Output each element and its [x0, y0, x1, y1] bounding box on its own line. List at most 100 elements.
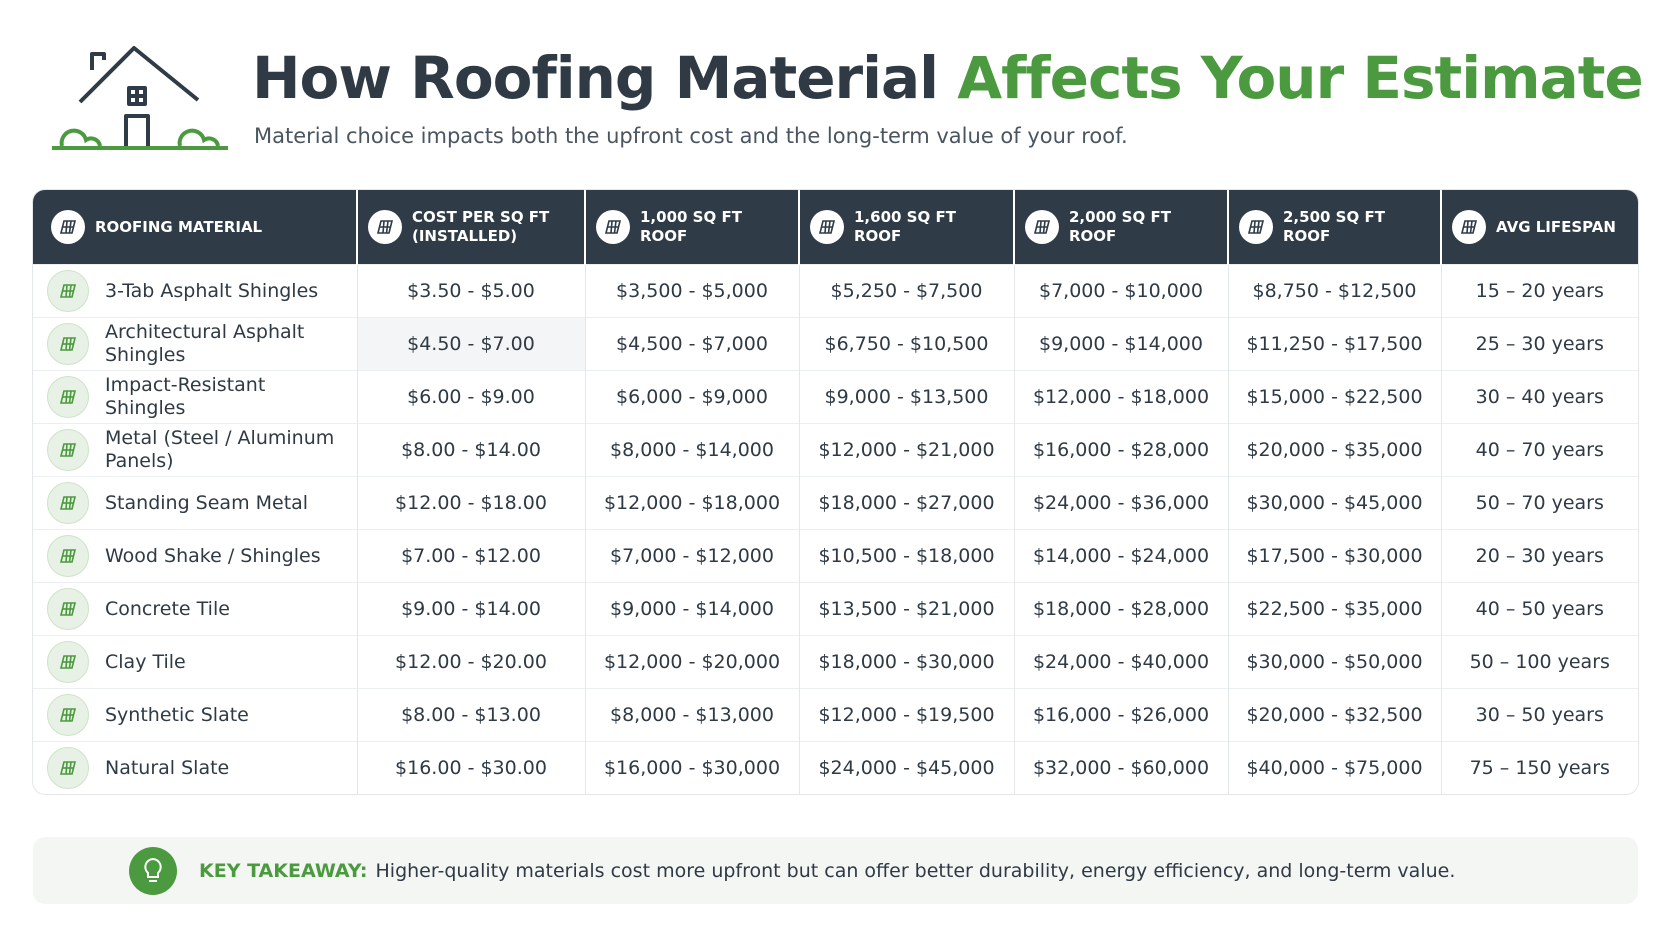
value-cell: 15 – 20 years [1440, 264, 1638, 318]
takeaway-text: Higher-quality materials cost more upfro… [375, 859, 1456, 882]
cell-text: $7.00 - $12.00 [401, 545, 541, 567]
column-header: 2,500 SQ FT ROOF [1227, 190, 1441, 265]
value-cell: $8.00 - $13.00 [356, 688, 585, 742]
cell-text: $16.00 - $30.00 [395, 757, 547, 779]
value-cell: 20 – 30 years [1440, 529, 1638, 583]
value-cell: 40 – 50 years [1440, 582, 1638, 636]
column-header: 1,600 SQ FT ROOF [798, 190, 1014, 265]
header-text: ROOFING MATERIAL [95, 217, 263, 236]
material-name: Clay Tile [105, 650, 186, 673]
header-text: 1,000 SQ FT ROOF [640, 208, 742, 245]
material-icon [47, 694, 89, 736]
cell-text: $8,000 - $14,000 [610, 439, 774, 461]
header-row: ROOFING MATERIAL COST PER SQ FT (INSTALLE… [33, 190, 1638, 265]
header-icon [1239, 210, 1273, 244]
cell-text: $32,000 - $60,000 [1032, 757, 1210, 779]
material-cell: Architectural Asphalt Shingles [33, 317, 357, 371]
value-cell: $9.00 - $14.00 [356, 582, 585, 636]
material: Architectural Asphalt Shingles [47, 321, 351, 367]
value-cell: $3.50 - $5.00 [356, 264, 585, 318]
cell-text: $11,250 - $17,500 [1246, 333, 1423, 355]
material-name: 3-Tab Asphalt Shingles [105, 279, 319, 302]
value-cell: $12,000 - $19,500 [798, 688, 1014, 742]
value-cell: $13,500 - $21,000 [798, 582, 1014, 636]
material-icon [47, 588, 89, 630]
cell-text: 50 – 70 years [1475, 492, 1604, 514]
cell-text: $12,000 - $18,000 [603, 492, 781, 514]
value-cell: $11,250 - $17,500 [1227, 317, 1441, 371]
cell-text: $40,000 - $75,000 [1246, 757, 1423, 779]
cell-text: $17,500 - $30,000 [1246, 545, 1423, 567]
value-cell: $32,000 - $60,000 [1013, 741, 1228, 794]
takeaway-label: KEY TAKEAWAY: [199, 859, 368, 882]
cell-text: $12,000 - $19,500 [818, 704, 995, 726]
cell-text: 20 – 30 years [1475, 545, 1604, 567]
cell-text: $18,000 - $27,000 [818, 492, 995, 514]
table-body: 3-Tab Asphalt Shingles $3.50 - $5.00 $3,50… [33, 264, 1638, 794]
table-row: Wood Shake / Shingles $7.00 - $12.00 $7,00… [33, 529, 1638, 583]
value-cell: $16,000 - $26,000 [1013, 688, 1228, 742]
value-cell: $16,000 - $28,000 [1013, 423, 1228, 477]
cell-text: 40 – 50 years [1475, 598, 1604, 620]
cell-text: $10,500 - $18,000 [818, 545, 995, 567]
cell-text: $24,000 - $40,000 [1032, 651, 1210, 673]
material-icon [47, 482, 89, 524]
material-cell: Standing Seam Metal [33, 476, 357, 530]
cell-text: 30 – 40 years [1475, 386, 1604, 408]
cell-text: $16,000 - $30,000 [603, 757, 781, 779]
table-row: Clay Tile $12.00 - $20.00 $12,000 - $20,00… [33, 635, 1638, 689]
value-cell: $12,000 - $18,000 [1013, 370, 1228, 424]
value-cell: $5,250 - $7,500 [798, 264, 1014, 318]
material: Concrete Tile [47, 588, 351, 630]
material-name: Metal (Steel / Aluminum Panels) [105, 427, 335, 472]
column-header: COST PER SQ FT (INSTALLED) [356, 190, 585, 265]
cell-text: $3,500 - $5,000 [616, 280, 768, 302]
cell-text: $6,750 - $10,500 [824, 333, 989, 355]
table-row: Natural Slate $16.00 - $30.00 $16,000 - $3… [33, 741, 1638, 794]
value-cell: $6,750 - $10,500 [798, 317, 1014, 371]
value-cell: $8,000 - $13,000 [584, 688, 799, 742]
cell-text: 25 – 30 years [1475, 333, 1604, 355]
material-name: Standing Seam Metal [105, 491, 309, 514]
header-icon [1025, 210, 1059, 244]
key-takeaway: KEY TAKEAWAY: Higher-quality materials c… [33, 837, 1638, 904]
cell-text: 75 – 150 years [1469, 757, 1610, 779]
material: Metal (Steel / Aluminum Panels) [47, 427, 351, 473]
value-cell: $22,500 - $35,000 [1227, 582, 1441, 636]
title-part: How Roofing Material [252, 44, 939, 112]
title: How Roofing Material Affects Your Estima… [252, 44, 1644, 112]
header-text: 1,600 SQ FT ROOF [854, 208, 956, 245]
cell-text: $24,000 - $45,000 [818, 757, 995, 779]
cell-text: $24,000 - $36,000 [1032, 492, 1210, 514]
cell-text: $12,000 - $20,000 [603, 651, 781, 673]
table-row: Metal (Steel / Aluminum Panels) $8.00 - $… [33, 423, 1638, 477]
value-cell: $8,750 - $12,500 [1227, 264, 1441, 318]
cell-text: $4,500 - $7,000 [616, 333, 768, 355]
column-header: 1,000 SQ FT ROOF [584, 190, 799, 265]
material-cell: Synthetic Slate [33, 688, 357, 742]
cell-text: $8,750 - $12,500 [1252, 280, 1417, 302]
material-icon [47, 747, 89, 789]
value-cell: 25 – 30 years [1440, 317, 1638, 371]
header-text: AVG LIFESPAN [1496, 217, 1616, 236]
value-cell: 50 – 100 years [1440, 635, 1638, 689]
cell-text: $16,000 - $28,000 [1032, 439, 1210, 461]
cell-text: 40 – 70 years [1475, 439, 1604, 461]
header-cell: 2,500 SQ FT ROOF [1239, 208, 1430, 246]
material-name: Impact-Resistant Shingles [105, 374, 266, 419]
material-icon [47, 429, 89, 471]
value-cell: $3,500 - $5,000 [584, 264, 799, 318]
value-cell: $12.00 - $20.00 [356, 635, 585, 689]
value-cell: $12,000 - $20,000 [584, 635, 799, 689]
material: Impact-Resistant Shingles [47, 374, 351, 420]
cell-text: $8,000 - $13,000 [610, 704, 774, 726]
value-cell: $24,000 - $36,000 [1013, 476, 1228, 530]
value-cell: $40,000 - $75,000 [1227, 741, 1441, 794]
value-cell: $18,000 - $27,000 [798, 476, 1014, 530]
cell-text: $3.50 - $5.00 [407, 280, 535, 302]
value-cell: 50 – 70 years [1440, 476, 1638, 530]
cell-text: $9,000 - $14,000 [1039, 333, 1203, 355]
material-cell: Concrete Tile [33, 582, 357, 636]
cell-text: $12.00 - $20.00 [395, 651, 547, 673]
value-cell: $17,500 - $30,000 [1227, 529, 1441, 583]
